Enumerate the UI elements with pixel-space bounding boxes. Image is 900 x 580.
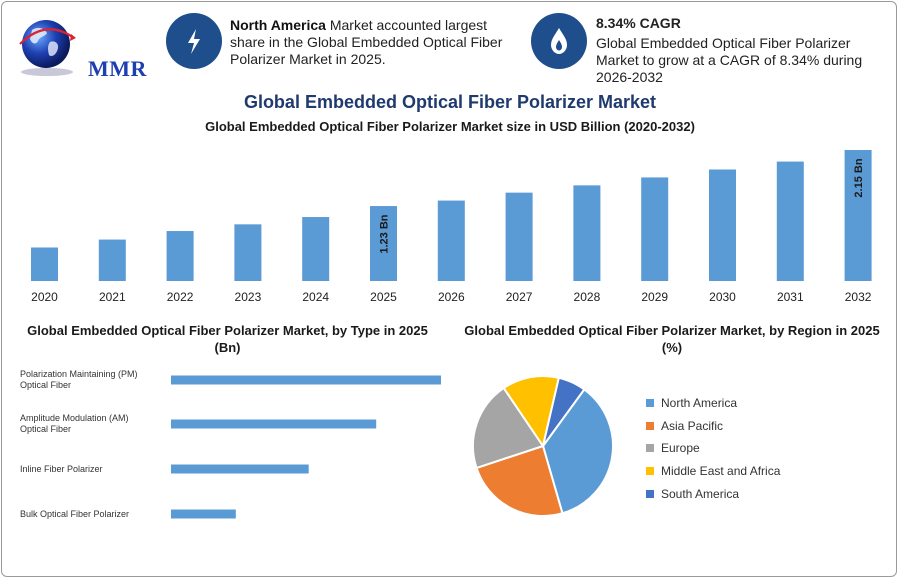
type-bar-amplitude-modulation-am-optical-fiber [171,419,377,429]
legend-swatch [646,489,654,498]
type-label-polarization-maintaining-pm-optical-fiber: Polarization Maintaining (PM) Optical Fib… [20,369,138,390]
bar-2027 [505,192,533,281]
bar-2022 [166,231,194,281]
data-label-2032: 2.15 Bn [853,158,865,197]
bar-2020 [31,247,58,281]
legend-label: Europe [661,441,700,456]
legend-label: South America [661,486,740,501]
type-bar-bulk-optical-fiber-polarizer [171,509,236,519]
legend-swatch [646,444,654,453]
region-legend: North America Asia Pacific Europe Middle Ea… [646,392,780,505]
legend-label: Middle East and Africa [661,464,781,479]
chart-subtitle: Global Embedded Optical Fiber Polarizer … [205,119,695,134]
pie-slice-south-america [542,376,586,447]
main-title: Global Embedded Optical Fiber Polarizer … [243,92,657,112]
stat-cagr: 8.34% CAGR Global Embedded Optical Fiber… [596,15,876,86]
mmr-logo: MMR [14,14,146,81]
type-label-inline-fiber-polarizer: Inline Fiber Polarizer [20,464,103,474]
x-tick-2023: 2023 [235,290,262,304]
stat-north-america-text: Market accounted largest share in the Gl… [230,17,503,67]
legend-swatch [646,421,654,430]
pie-slice-asia-pacific [475,444,564,517]
pie-slice-middle-east-and-africa [502,375,561,449]
type-bar-polarization-maintaining-pm-optical-fiber [171,375,441,385]
x-tick-2030: 2030 [709,290,736,304]
bar-2026 [437,200,465,281]
type-bar-inline-fiber-polarizer [171,464,309,474]
bar-2032 [844,150,872,281]
stat-cagr-bold: 8.34% CAGR [596,15,681,31]
by-region-title: Global Embedded Optical Fiber Polarizer … [464,323,880,355]
type-label-amplitude-modulation-am-optical-fiber: Amplitude Modulation (AM) Optical Fiber [20,413,129,434]
stat-cagr-text: Global Embedded Optical Fiber Polarizer … [596,35,863,85]
x-tick-2020: 2020 [31,290,58,304]
x-tick-2026: 2026 [438,290,465,304]
x-tick-2032: 2032 [845,290,872,304]
legend-label: North America [661,396,738,411]
legend-item-north-america: North America [646,392,780,415]
type-label-bulk-optical-fiber-polarizer: Bulk Optical Fiber Polarizer [20,509,129,519]
flame-drop-icon [551,28,567,54]
x-tick-2025: 2025 [370,290,397,304]
bar-2031 [776,161,804,281]
x-tick-2022: 2022 [167,290,194,304]
stat-circle-north-america [166,13,222,69]
by-type-title: Global Embedded Optical Fiber Polarizer … [27,323,428,355]
logo-text: MMR [88,56,147,81]
pie-slice-europe [472,386,545,470]
legend-item-asia-pacific: Asia Pacific [646,415,780,438]
lightning-icon [188,29,200,54]
x-tick-2028: 2028 [574,290,601,304]
bar-2030 [709,169,736,281]
bar-2025 [370,206,397,281]
market-size-bar-chart: 2020 2021 2022 2023 2024 2025 1.23 Bn 2026 2027 2… [31,150,872,304]
globe-icon [19,20,76,76]
x-tick-2027: 2027 [506,290,533,304]
stat-north-america: North America Market accounted largest s… [230,17,510,68]
bar-2029 [641,177,669,281]
x-tick-2021: 2021 [99,290,126,304]
data-label-2025: 1.23 Bn [379,214,391,253]
legend-swatch [646,467,654,476]
bar-2023 [234,224,262,281]
legend-swatch [646,399,654,408]
legend-label: Asia Pacific [661,418,724,433]
legend-item-south-america: South America [646,482,780,505]
bar-2021 [98,239,126,281]
x-tick-2024: 2024 [302,290,329,304]
legend-item-middle-east-and-africa: Middle East and Africa [646,460,780,483]
bar-2024 [302,217,330,281]
by-region-pie-chart [472,375,614,517]
x-tick-2031: 2031 [777,290,804,304]
stat-circle-cagr [531,13,587,69]
legend-item-europe: Europe [646,437,780,460]
bar-2028 [573,185,601,281]
stat-north-america-bold: North America [230,17,326,33]
by-type-bar-chart: Polarization Maintaining (PM) Optical Fib… [20,369,441,519]
pie-slice-north-america [541,388,614,515]
x-tick-2029: 2029 [641,290,668,304]
